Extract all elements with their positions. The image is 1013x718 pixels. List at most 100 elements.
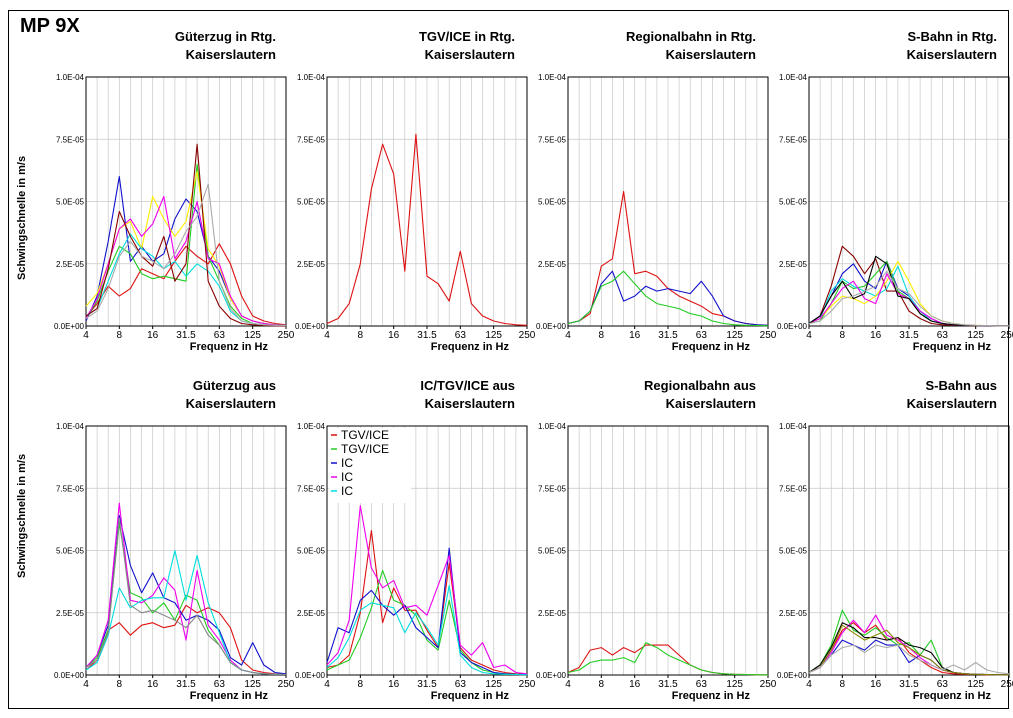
legend-entry-label: IC [341, 456, 353, 470]
x-tick-label: 250 [760, 679, 777, 690]
x-tick-label: 16 [629, 330, 641, 341]
series-line-6 [85, 517, 287, 676]
series-line-7 [85, 143, 286, 327]
series-line-7 [808, 644, 1010, 675]
y-tick-label: 2.5E-05 [538, 609, 567, 618]
chart-title-line-2: Kaiserslautern [425, 396, 515, 411]
series-line-2 [567, 270, 769, 326]
x-tick-label: 125 [726, 679, 743, 690]
x-tick-label: 8 [840, 679, 846, 690]
chart-title-line-1: Regionalbahn in Rtg. [626, 29, 756, 44]
y-tick-label: 0.0E+00 [777, 671, 808, 680]
y-tick-label: 5.0E-05 [538, 547, 567, 556]
y-tick-label: 2.5E-05 [56, 260, 85, 269]
y-tick-label: 5.0E-05 [56, 198, 85, 207]
x-tick-label: 8 [840, 330, 846, 341]
x-tick-label: 4 [565, 330, 571, 341]
chart-title-line-1: Regionalbahn aus [644, 378, 756, 393]
chart-panel-4: 0.0E+00 2.5E-05 5.0E-05 7.5E-05 1.0E-04 4 8 16 3… [777, 29, 1013, 353]
y-tick-label: 1.0E-04 [538, 422, 567, 431]
x-tick-label: 31.5 [417, 330, 437, 341]
x-tick-label: 125 [967, 330, 984, 341]
chart-title-line-2: Kaiserslautern [186, 396, 276, 411]
legend-entry-label: IC [341, 484, 353, 498]
y-tick-label: 1.0E-04 [297, 422, 326, 431]
x-axis-label: Frequenz in Hz [431, 341, 510, 353]
y-tick-label: 2.5E-05 [779, 260, 808, 269]
chart-title-line-1: TGV/ICE in Rtg. [419, 29, 515, 44]
y-tick-label: 7.5E-05 [297, 484, 326, 493]
x-tick-label: 250 [1001, 330, 1013, 341]
x-tick-label: 125 [244, 679, 261, 690]
x-tick-label: 16 [147, 330, 159, 341]
y-tick-label: 0.0E+00 [536, 322, 567, 331]
y-tick-label: 7.5E-05 [538, 484, 567, 493]
x-tick-label: 31.5 [417, 679, 437, 690]
x-tick-label: 63 [937, 679, 949, 690]
x-tick-label: 63 [696, 679, 708, 690]
x-tick-label: 31.5 [176, 330, 196, 341]
legend-entry-label: TGV/ICE [341, 428, 389, 442]
chart-title-line-2: Kaiserslautern [666, 47, 756, 62]
legend-entry-label: TGV/ICE [341, 442, 389, 456]
x-tick-label: 125 [726, 330, 743, 341]
x-tick-label: 4 [324, 330, 330, 341]
x-tick-label: 8 [599, 679, 605, 690]
y-tick-label: 0.0E+00 [536, 671, 567, 680]
x-tick-label: 4 [83, 679, 89, 690]
y-tick-label: 7.5E-05 [297, 135, 326, 144]
x-tick-label: 8 [117, 679, 123, 690]
x-tick-label: 4 [83, 330, 89, 341]
figure-frame [8, 10, 1009, 709]
series-line-3 [567, 270, 769, 327]
x-tick-label: 8 [358, 679, 364, 690]
x-tick-label: 31.5 [176, 679, 196, 690]
x-tick-label: 31.5 [658, 679, 678, 690]
y-tick-label: 0.0E+00 [295, 322, 326, 331]
x-tick-label: 125 [485, 330, 502, 341]
series-line-4 [326, 505, 528, 675]
y-tick-label: 0.0E+00 [777, 322, 808, 331]
y-tick-label: 0.0E+00 [54, 671, 85, 680]
x-tick-label: 8 [599, 330, 605, 341]
y-tick-label: 1.0E-04 [56, 73, 85, 82]
y-tick-label: 7.5E-05 [56, 484, 85, 493]
y-tick-label: 0.0E+00 [54, 322, 85, 331]
chart-title-line-1: S-Bahn aus [925, 378, 997, 393]
y-tick-label: 1.0E-04 [56, 422, 85, 431]
y-tick-label: 7.5E-05 [779, 135, 808, 144]
y-tick-label: 5.0E-05 [56, 547, 85, 556]
y-tick-label: 1.0E-04 [297, 73, 326, 82]
chart-panel-6: 0.0E+00 2.5E-05 5.0E-05 7.5E-05 1.0E-04 4 8 16 3… [295, 378, 536, 702]
x-tick-label: 31.5 [658, 330, 678, 341]
y-tick-label: 2.5E-05 [779, 609, 808, 618]
x-tick-label: 16 [147, 679, 159, 690]
y-tick-label: 0.0E+00 [295, 671, 326, 680]
y-tick-label: 5.0E-05 [779, 198, 808, 207]
x-tick-label: 63 [214, 330, 226, 341]
x-tick-label: 16 [870, 679, 882, 690]
y-tick-label: 1.0E-04 [779, 73, 808, 82]
x-axis-label: Frequenz in Hz [672, 690, 751, 702]
series-line-5 [85, 195, 287, 327]
x-tick-label: 63 [937, 330, 949, 341]
y-tick-label: 7.5E-05 [56, 135, 85, 144]
y-tick-label: 2.5E-05 [538, 260, 567, 269]
x-tick-label: 250 [278, 679, 295, 690]
legend-entry-label: IC [341, 470, 353, 484]
series-line-2 [567, 642, 768, 676]
x-tick-label: 4 [324, 679, 330, 690]
x-tick-label: 16 [388, 330, 400, 341]
x-tick-label: 16 [388, 679, 400, 690]
series-line-8 [808, 270, 1009, 327]
y-tick-label: 5.0E-05 [297, 547, 326, 556]
x-tick-label: 4 [565, 679, 571, 690]
y-tick-label: 1.0E-04 [538, 73, 567, 82]
series-line-3 [326, 547, 528, 676]
x-axis-label: Frequenz in Hz [913, 341, 992, 353]
x-tick-label: 63 [455, 330, 467, 341]
x-tick-label: 31.5 [899, 679, 919, 690]
chart-title-line-1: IC/TGV/ICE aus [420, 378, 515, 393]
